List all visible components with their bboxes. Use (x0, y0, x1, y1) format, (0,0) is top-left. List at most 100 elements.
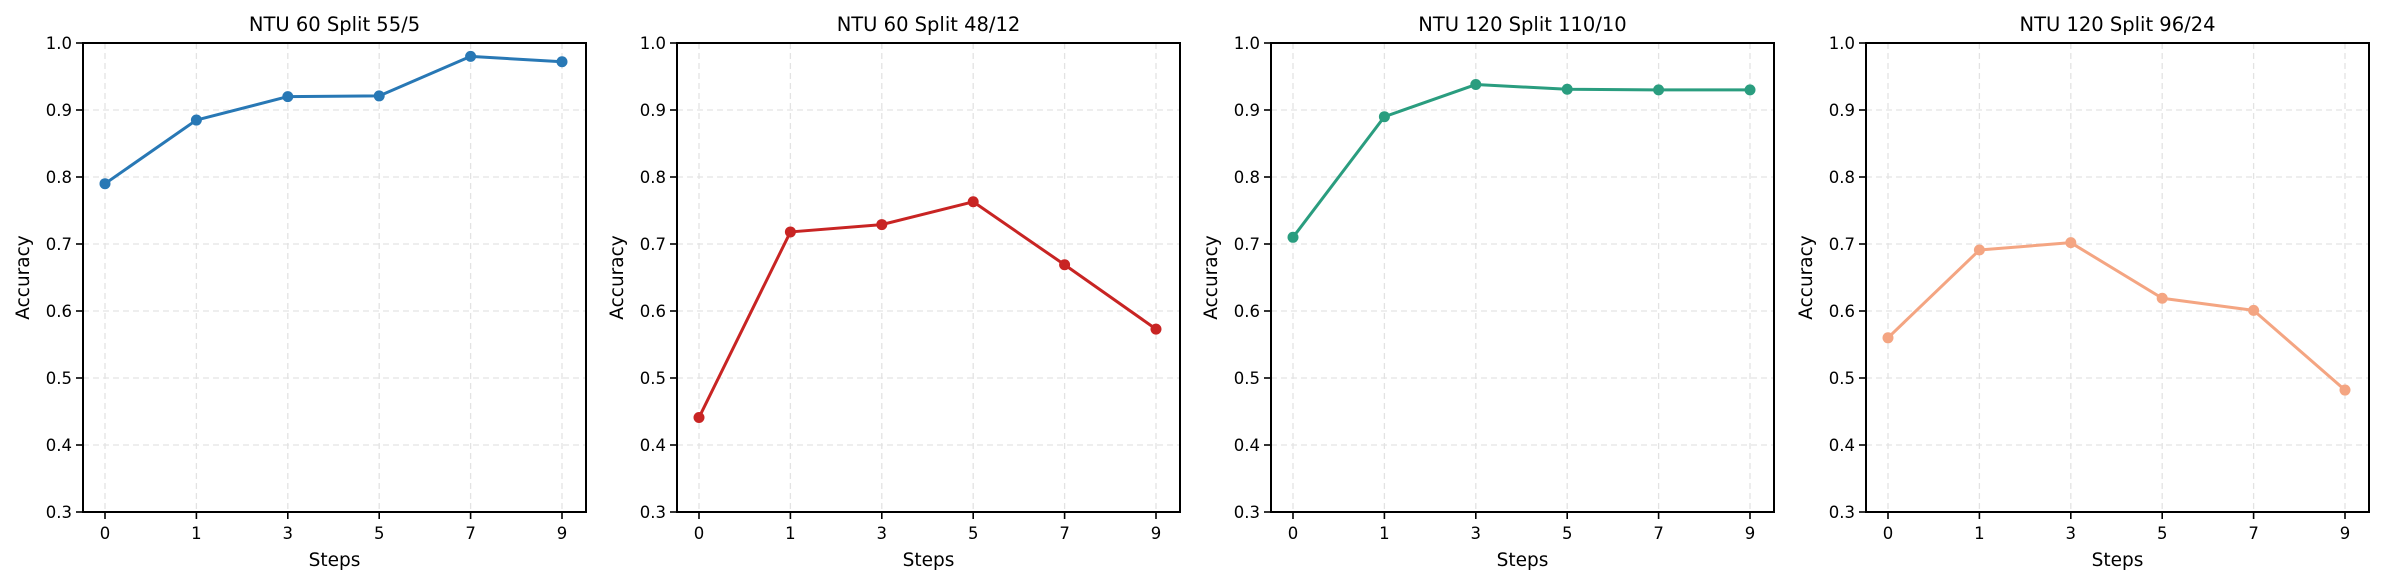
subplot-2: 0.3 0.4 0.5 0.6 0.7 0.8 0.9 1.0 0 1 3 5 7 9 NTU 60 Spl… (607, 13, 1181, 571)
y-tick-label: 0.8 (1829, 168, 1855, 187)
axes-frame (82, 42, 587, 513)
y-tick-label: 1.0 (1829, 34, 1855, 53)
data-point (1744, 84, 1756, 96)
x-axis-label: Steps (309, 550, 361, 571)
y-tick-label: 0.5 (1829, 369, 1855, 388)
data-point (99, 178, 111, 190)
x-tick-label: 5 (2157, 524, 2168, 543)
axes-frame (676, 42, 1181, 513)
y-tick-label: 1.0 (46, 34, 72, 53)
y-tick-label: 0.7 (1829, 235, 1855, 254)
x-tick-label: 9 (2340, 524, 2351, 543)
x-axis-label: Steps (903, 550, 955, 571)
subplot-4: 0.3 0.4 0.5 0.6 0.7 0.8 0.9 1.0 0 1 3 5 7 9 NTU 120 Sp… (1796, 13, 2370, 571)
data-line (1291, 83, 1750, 239)
data-point (967, 196, 979, 208)
y-tick-label: 0.6 (1234, 302, 1260, 321)
x-tick-label: 3 (2066, 524, 2077, 543)
x-tick-label: 7 (2248, 524, 2259, 543)
y-tick-label: 0.9 (1829, 101, 1855, 120)
y-tick-label: 0.5 (640, 369, 666, 388)
y-tick-label: 0.4 (1829, 436, 1855, 455)
y-tick-label: 1.0 (1234, 34, 1260, 53)
data-point (190, 114, 202, 126)
grid (677, 42, 1180, 513)
subplot-title: NTU 60 Split 55/5 (249, 13, 420, 36)
y-tick-label: 0.9 (46, 101, 72, 120)
subplot-title: NTU 60 Split 48/12 (837, 13, 1021, 36)
data-point (1561, 83, 1573, 95)
data-point (1150, 323, 1162, 335)
data-point (1973, 244, 1985, 256)
y-tick-label: 0.3 (46, 503, 72, 522)
data-point (2156, 292, 2168, 304)
data-point (1059, 259, 1071, 271)
x-axis-label: Steps (2092, 550, 2144, 571)
grid (83, 42, 586, 513)
x-tick-label: 0 (1288, 524, 1299, 543)
x-tick-label: 1 (191, 524, 202, 543)
y-tick-label: 0.4 (1234, 436, 1260, 455)
x-tick-label: 3 (283, 524, 294, 543)
data-point (784, 226, 796, 238)
y-tick-label: 0.9 (640, 101, 666, 120)
subplot-3: 0.3 0.4 0.5 0.6 0.7 0.8 0.9 1.0 0 1 3 5 7 9 NTU 120 Sp… (1201, 13, 1775, 571)
y-tick-label: 0.5 (1234, 369, 1260, 388)
data-point (1378, 111, 1390, 123)
x-tick-label: 1 (1974, 524, 1985, 543)
y-tick-label: 0.7 (1234, 235, 1260, 254)
data-point (1882, 332, 1894, 344)
y-tick-label: 0.9 (1234, 101, 1260, 120)
data-point (373, 90, 385, 102)
data-point (1287, 231, 1299, 243)
x-tick-label: 0 (100, 524, 111, 543)
x-tick-label: 1 (785, 524, 796, 543)
data-point (876, 219, 888, 231)
x-tick-label: 3 (1471, 524, 1482, 543)
x-tick-label: 9 (1151, 524, 1162, 543)
y-tick-label: 1.0 (640, 34, 666, 53)
grid (1271, 42, 1774, 513)
x-tick-label: 7 (1653, 524, 1664, 543)
axes-frame (1270, 42, 1775, 513)
data-point (2339, 384, 2351, 396)
x-tick-label: 5 (374, 524, 385, 543)
y-tick-label: 0.4 (640, 436, 666, 455)
x-tick-label: 9 (557, 524, 568, 543)
x-tick-label: 0 (694, 524, 705, 543)
x-tick-label: 7 (465, 524, 476, 543)
data-line (697, 200, 1157, 419)
data-point (465, 50, 477, 62)
y-tick-label: 0.6 (1829, 302, 1855, 321)
x-tick-label: 5 (968, 524, 979, 543)
x-tick-label: 7 (1059, 524, 1070, 543)
y-tick-label: 0.5 (46, 369, 72, 388)
x-tick-label: 1 (1379, 524, 1390, 543)
data-point (693, 412, 705, 424)
y-axis-label: Accuracy (13, 235, 34, 320)
y-tick-label: 0.8 (1234, 168, 1260, 187)
subplot-title: NTU 120 Split 110/10 (1418, 13, 1626, 36)
data-point (2065, 237, 2077, 249)
y-tick-label: 0.8 (640, 168, 666, 187)
subplot-1: 0.3 0.4 0.5 0.6 0.7 0.8 0.9 1.0 0 1 3 5 7 9 NTU 60 Spl… (13, 13, 587, 571)
x-axis-label: Steps (1497, 550, 1549, 571)
y-tick-label: 0.8 (46, 168, 72, 187)
y-tick-label: 0.6 (46, 302, 72, 321)
grid (1866, 42, 2369, 513)
y-tick-label: 0.3 (1234, 503, 1260, 522)
x-tick-label: 5 (1562, 524, 1573, 543)
x-tick-label: 9 (1745, 524, 1756, 543)
data-point (556, 56, 568, 68)
y-tick-label: 0.7 (640, 235, 666, 254)
data-point (282, 91, 294, 103)
data-line (1886, 241, 2346, 392)
data-line (104, 54, 563, 185)
x-tick-label: 3 (877, 524, 888, 543)
y-axis-label: Accuracy (1201, 235, 1222, 320)
y-tick-label: 0.3 (1829, 503, 1855, 522)
axes-frame (1865, 42, 2370, 513)
y-tick-label: 0.7 (46, 235, 72, 254)
y-tick-label: 0.4 (46, 436, 72, 455)
